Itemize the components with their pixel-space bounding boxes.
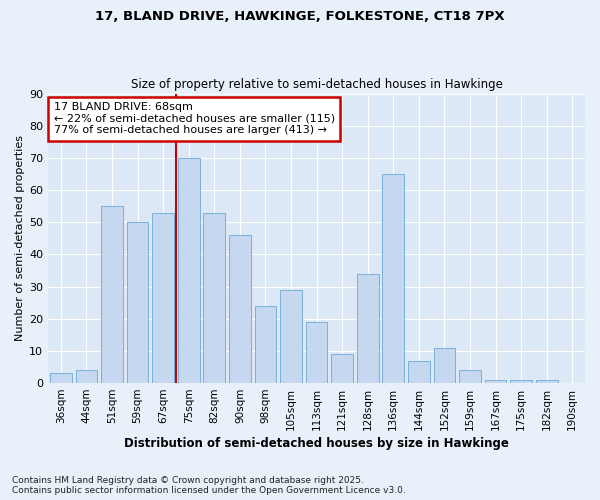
Bar <box>510 380 532 383</box>
Bar <box>306 322 328 383</box>
Bar <box>76 370 97 383</box>
Bar <box>459 370 481 383</box>
Bar <box>229 235 251 383</box>
Bar <box>536 380 557 383</box>
Y-axis label: Number of semi-detached properties: Number of semi-detached properties <box>15 136 25 342</box>
Title: Size of property relative to semi-detached houses in Hawkinge: Size of property relative to semi-detach… <box>131 78 503 91</box>
Bar <box>178 158 200 383</box>
Bar <box>127 222 148 383</box>
Bar <box>408 360 430 383</box>
Bar <box>50 374 72 383</box>
Bar <box>434 348 455 383</box>
Bar <box>254 306 277 383</box>
Text: 17, BLAND DRIVE, HAWKINGE, FOLKESTONE, CT18 7PX: 17, BLAND DRIVE, HAWKINGE, FOLKESTONE, C… <box>95 10 505 23</box>
Bar <box>357 274 379 383</box>
X-axis label: Distribution of semi-detached houses by size in Hawkinge: Distribution of semi-detached houses by … <box>124 437 509 450</box>
Text: 17 BLAND DRIVE: 68sqm
← 22% of semi-detached houses are smaller (115)
77% of sem: 17 BLAND DRIVE: 68sqm ← 22% of semi-deta… <box>53 102 335 136</box>
Bar <box>382 174 404 383</box>
Bar <box>280 290 302 383</box>
Bar <box>203 212 225 383</box>
Bar <box>101 206 123 383</box>
Bar <box>152 212 174 383</box>
Bar <box>485 380 506 383</box>
Bar <box>331 354 353 383</box>
Text: Contains HM Land Registry data © Crown copyright and database right 2025.
Contai: Contains HM Land Registry data © Crown c… <box>12 476 406 495</box>
